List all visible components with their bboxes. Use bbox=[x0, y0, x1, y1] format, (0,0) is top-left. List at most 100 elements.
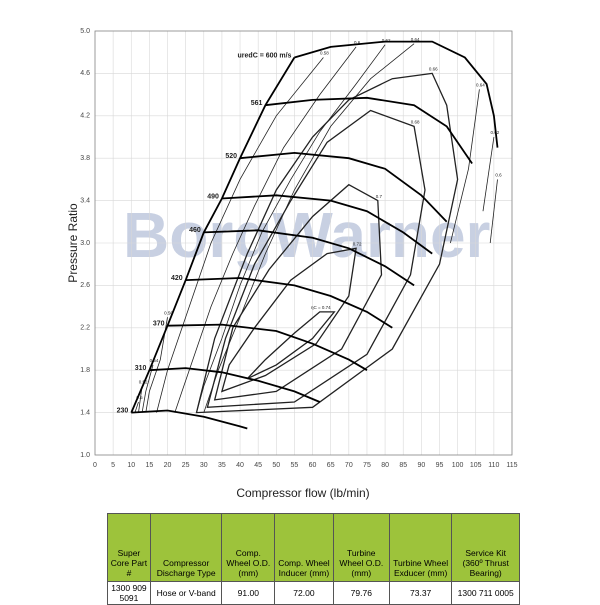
speed-line bbox=[265, 96, 473, 165]
header-cell: Compressor Discharge Type bbox=[149, 513, 223, 582]
x-tick-label: 5 bbox=[111, 462, 115, 469]
x-tick-label: 15 bbox=[145, 462, 153, 469]
y-tick-label: 3.8 bbox=[80, 155, 90, 162]
y-tick-label: 4.6 bbox=[80, 70, 90, 77]
speed-label: 230 bbox=[117, 407, 129, 414]
table-cell: 72.00 bbox=[274, 581, 334, 605]
x-tick-label: 20 bbox=[164, 462, 172, 469]
x-tick-label: 50 bbox=[272, 462, 280, 469]
x-tick-label: 45 bbox=[254, 462, 262, 469]
speed-line bbox=[131, 409, 248, 430]
y-tick-label: 1.8 bbox=[80, 367, 90, 374]
efficiency-label: 0.5 bbox=[136, 395, 143, 400]
spec-table: Super Core Part # Compressor Discharge Ty… bbox=[107, 513, 520, 605]
speed-line bbox=[203, 229, 415, 287]
header-cell: Turbine Wheel O.D. (mm) bbox=[332, 513, 390, 582]
x-tick-label: 75 bbox=[363, 462, 371, 469]
x-tick-label: 85 bbox=[399, 462, 407, 469]
efficiency-contour bbox=[246, 311, 336, 380]
speed-line bbox=[294, 40, 499, 148]
efficiency-label: 0.6 bbox=[495, 173, 502, 178]
efficiency-label: 0.52 bbox=[139, 379, 148, 384]
x-tick-label: 105 bbox=[470, 462, 482, 469]
efficiency-contour bbox=[482, 136, 495, 212]
header-cell: Super Core Part # bbox=[107, 513, 151, 582]
efficiency-label: 0.56 bbox=[164, 310, 173, 315]
speed-label: 490 bbox=[207, 193, 219, 200]
speed-line bbox=[185, 277, 393, 329]
table-header: Super Core Part # Compressor Discharge Ty… bbox=[107, 513, 520, 582]
efficiency-contour bbox=[156, 57, 324, 413]
speed-line bbox=[239, 151, 448, 223]
y-tick-label: 1.4 bbox=[80, 409, 90, 416]
y-tick-label: 5.0 bbox=[80, 28, 90, 35]
speed-line bbox=[149, 367, 321, 403]
x-tick-label: 95 bbox=[436, 462, 444, 469]
table-cell: 1300 711 0005 bbox=[451, 581, 520, 605]
plot-frame bbox=[94, 30, 513, 456]
efficiency-contour bbox=[206, 109, 426, 409]
efficiency-contour bbox=[134, 401, 139, 413]
y-tick-label: 3.0 bbox=[80, 240, 90, 247]
efficiency-contour bbox=[141, 364, 154, 413]
surge-line bbox=[130, 57, 296, 413]
x-tick-label: 55 bbox=[291, 462, 299, 469]
speed-label: 370 bbox=[153, 321, 165, 328]
x-tick-label: 110 bbox=[488, 462, 499, 469]
efficiency-label: 0.72 bbox=[353, 241, 362, 246]
efficiency-contour bbox=[220, 247, 357, 393]
x-tick-label: 70 bbox=[345, 462, 353, 469]
x-tick-label: 10 bbox=[127, 462, 135, 469]
efficiency-label: 0.7 bbox=[376, 194, 383, 199]
x-tick-label: 100 bbox=[452, 462, 464, 469]
table-cell: 91.00 bbox=[221, 581, 276, 605]
efficiency-label: 0.64 bbox=[411, 37, 420, 42]
efficiency-contour bbox=[489, 179, 498, 244]
speed-line bbox=[167, 323, 368, 371]
efficiency-contour bbox=[145, 317, 168, 413]
table-cell: Hose or V-band bbox=[149, 581, 223, 605]
speed-line bbox=[221, 194, 433, 255]
chart: BorgWarner Compressor flow (lb/min) Pres… bbox=[66, 28, 518, 500]
x-tick-label: 60 bbox=[309, 462, 317, 469]
speed-label: 310 bbox=[135, 365, 147, 372]
table-cell: 1300 909 5091 bbox=[107, 581, 151, 605]
efficiency-contour bbox=[203, 43, 415, 413]
y-axis-title: Pressure Ratio bbox=[66, 203, 80, 283]
x-tick-label: 115 bbox=[506, 462, 517, 469]
x-tick-label: 80 bbox=[381, 462, 389, 469]
speed-label: uredC = 600 m/s bbox=[238, 52, 292, 59]
speed-label: 420 bbox=[171, 275, 183, 282]
speed-label: 460 bbox=[189, 227, 201, 234]
efficiency-label: 0.58 bbox=[320, 51, 329, 56]
speed-label: 561 bbox=[251, 100, 263, 107]
efficiency-label: 0.64 bbox=[476, 82, 485, 87]
x-tick-label: 0 bbox=[93, 462, 97, 469]
table-row: 1300 909 5091 Hose or V-band 91.00 72.00 79.… bbox=[107, 581, 520, 605]
x-tick-label: 65 bbox=[327, 462, 335, 469]
x-tick-label: 35 bbox=[218, 462, 226, 469]
header-cell: Comp. Wheel Inducer (mm) bbox=[274, 513, 334, 582]
x-tick-label: 90 bbox=[417, 462, 425, 469]
header-cell: Service Kit (360º Thrust Bearing) bbox=[451, 513, 520, 582]
efficiency-label: ηC = 0.74 bbox=[311, 305, 331, 310]
table-cell: 79.76 bbox=[332, 581, 390, 605]
efficiency-label: 0.66 bbox=[429, 67, 438, 72]
x-tick-label: 25 bbox=[182, 462, 190, 469]
y-tick-label: 2.6 bbox=[80, 282, 90, 289]
y-tick-label: 1.0 bbox=[80, 452, 90, 459]
efficiency-contour bbox=[450, 89, 480, 244]
speed-label: 520 bbox=[225, 153, 237, 160]
header-cell: Turbine Wheel Exducer (mm) bbox=[388, 513, 453, 582]
y-tick-label: 4.2 bbox=[80, 113, 90, 120]
efficiency-contour bbox=[195, 72, 459, 414]
y-tick-label: 3.4 bbox=[80, 197, 90, 204]
x-tick-label: 30 bbox=[200, 462, 208, 469]
efficiency-label: 0.62 bbox=[382, 38, 391, 43]
y-tick-label: 2.2 bbox=[80, 325, 90, 332]
x-axis-title: Compressor flow (lb/min) bbox=[236, 486, 369, 500]
x-tick-label: 40 bbox=[236, 462, 244, 469]
watermark: BorgWarner bbox=[123, 199, 490, 271]
efficiency-label: 0.6 bbox=[354, 40, 361, 45]
